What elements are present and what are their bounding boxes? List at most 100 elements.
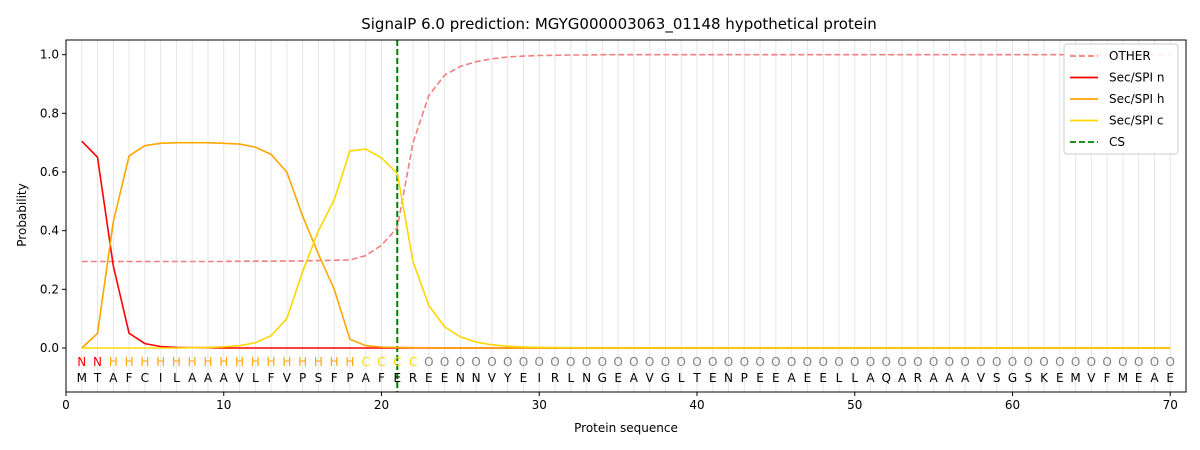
residue-label: A: [929, 371, 938, 385]
series-line-sec-spi-h: [81, 141, 1171, 349]
region-label: O: [1071, 355, 1080, 369]
region-label: H: [203, 355, 212, 369]
region-label: O: [566, 355, 575, 369]
region-label: H: [251, 355, 260, 369]
residue-label: F: [378, 371, 385, 385]
legend-label: CS: [1109, 135, 1125, 149]
residue-label: G: [598, 371, 607, 385]
region-label: N: [77, 355, 86, 369]
residue-label: Q: [882, 371, 891, 385]
residue-label: E: [772, 371, 780, 385]
region-label: H: [235, 355, 244, 369]
residue-label: R: [409, 371, 417, 385]
sequence-annotation: NMNTHAHFHCHIHLHAHAHAHVHLHFHVHPHSHFHPCACF…: [77, 355, 1175, 385]
residue-label: K: [1040, 371, 1049, 385]
residue-label: I: [537, 371, 541, 385]
region-label: O: [535, 355, 544, 369]
region-label: O: [456, 355, 465, 369]
region-label: O: [503, 355, 512, 369]
region-label: H: [109, 355, 118, 369]
region-label: O: [708, 355, 717, 369]
region-label: O: [645, 355, 654, 369]
region-label: H: [219, 355, 228, 369]
y-tick-label: 0.8: [40, 106, 59, 120]
residue-label: V: [646, 371, 655, 385]
y-axis-label: Probability: [15, 183, 29, 246]
residue-label: C: [141, 371, 149, 385]
region-label: O: [598, 355, 607, 369]
x-tick-label: 30: [532, 398, 547, 412]
region-label: O: [866, 355, 875, 369]
region-label: O: [803, 355, 812, 369]
residue-label: F: [268, 371, 275, 385]
region-label: C: [393, 355, 401, 369]
region-label: O: [755, 355, 764, 369]
residue-label: A: [945, 371, 954, 385]
region-label: O: [676, 355, 685, 369]
x-tick-label: 20: [374, 398, 389, 412]
legend-label: Sec/SPI c: [1109, 114, 1163, 128]
region-label: H: [140, 355, 149, 369]
plot-frame: [65, 39, 1187, 393]
residue-label: N: [472, 371, 481, 385]
residue-label: E: [804, 371, 812, 385]
series-line-other: [81, 53, 1171, 263]
residue-label: N: [724, 371, 733, 385]
residue-label: L: [851, 371, 858, 385]
residue-label: M: [1070, 371, 1080, 385]
x-tick-label: 40: [689, 398, 704, 412]
residue-label: T: [692, 371, 701, 385]
region-label: O: [1087, 355, 1096, 369]
residue-label: L: [678, 371, 685, 385]
residue-label: A: [898, 371, 907, 385]
region-label: O: [519, 355, 528, 369]
residue-label: Y: [503, 371, 512, 385]
region-label: O: [1134, 355, 1143, 369]
residue-label: A: [109, 371, 118, 385]
region-label: O: [1102, 355, 1111, 369]
region-label: O: [487, 355, 496, 369]
residue-label: R: [551, 371, 559, 385]
axes: 0 10 20 30 40 50 60 70 0.0 0.2 0.4 0.6 0.8 1.0: [40, 39, 1187, 412]
residue-label: V: [488, 371, 497, 385]
residue-label: F: [126, 371, 133, 385]
residue-label: M: [77, 371, 87, 385]
residue-label: V: [977, 371, 986, 385]
region-label: O: [818, 355, 827, 369]
region-label: O: [440, 355, 449, 369]
x-tick-label: 50: [847, 398, 862, 412]
y-tick-label: 0.6: [40, 165, 59, 179]
residue-label: I: [159, 371, 163, 385]
region-label: O: [929, 355, 938, 369]
y-tick-label: 0.2: [40, 282, 59, 296]
region-label: H: [172, 355, 181, 369]
region-label: C: [377, 355, 385, 369]
residue-label: L: [252, 371, 259, 385]
legend-label: OTHER: [1109, 49, 1151, 63]
residue-label: L: [836, 371, 843, 385]
region-label: O: [834, 355, 843, 369]
residue-label: A: [630, 371, 639, 385]
residue-label: E: [756, 371, 764, 385]
residue-label: E: [425, 371, 433, 385]
region-label: O: [629, 355, 638, 369]
region-label: O: [1165, 355, 1174, 369]
residue-label: V: [1087, 371, 1096, 385]
y-tick-label: 0.4: [40, 224, 59, 238]
region-label: O: [424, 355, 433, 369]
legend: OTHER Sec/SPI n Sec/SPI h Sec/SPI c CS: [1063, 43, 1179, 155]
residue-label: S: [315, 371, 323, 385]
region-label: O: [976, 355, 985, 369]
residue-label: M: [1118, 371, 1128, 385]
region-label: H: [314, 355, 323, 369]
legend-label: Sec/SPI n: [1109, 71, 1164, 85]
region-label: O: [897, 355, 906, 369]
residue-label: A: [961, 371, 970, 385]
residue-label: E: [614, 371, 622, 385]
region-label: O: [960, 355, 969, 369]
region-label: C: [409, 355, 417, 369]
residue-label: E: [709, 371, 717, 385]
region-label: N: [93, 355, 102, 369]
region-label: H: [267, 355, 276, 369]
region-label: O: [724, 355, 733, 369]
